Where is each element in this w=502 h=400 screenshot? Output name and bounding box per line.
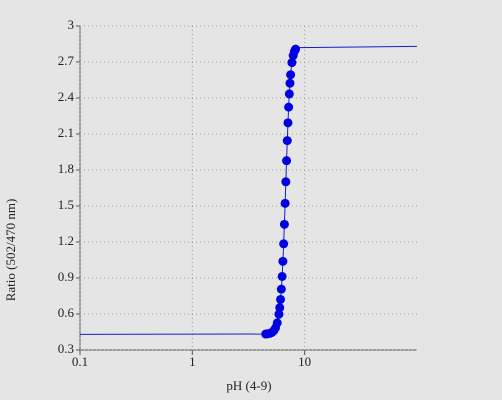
data-point [277,271,287,281]
y-tick-label: 2.7 [58,53,75,68]
data-point [279,219,289,229]
data-point [285,78,295,88]
data-point [281,177,291,187]
x-tick-label: 0.1 [72,354,88,369]
y-tick-label: 1.5 [58,197,74,212]
data-point [282,156,292,166]
data-point [291,44,301,54]
data-point [284,102,294,112]
data-point [282,136,292,146]
data-point [276,284,286,294]
data-point [275,303,285,313]
y-tick-label: 0.3 [58,341,74,356]
x-tick-label: 1 [189,354,196,369]
y-tick-label: 1.8 [58,161,74,176]
data-point [276,294,286,304]
x-axis-title: pH (4-9) [226,378,271,393]
y-tick-label: 2.4 [58,89,75,104]
y-tick-label: 3 [68,17,75,32]
x-tick-label: 10 [298,354,311,369]
data-point [283,118,293,128]
data-point [284,89,294,99]
data-point [287,58,297,68]
data-point [286,70,296,80]
data-point [278,256,288,266]
y-tick-label: 0.9 [58,269,74,284]
fit-line [79,45,418,335]
y-axis-title: Ratio (502/470 nm) [3,199,18,302]
data-point [272,318,282,328]
data-point [274,309,284,319]
y-tick-label: 1.2 [58,233,74,248]
data-point [279,239,289,249]
data-point [280,198,290,208]
y-tick-label: 2.1 [58,125,74,140]
y-tick-label: 0.6 [58,305,75,320]
